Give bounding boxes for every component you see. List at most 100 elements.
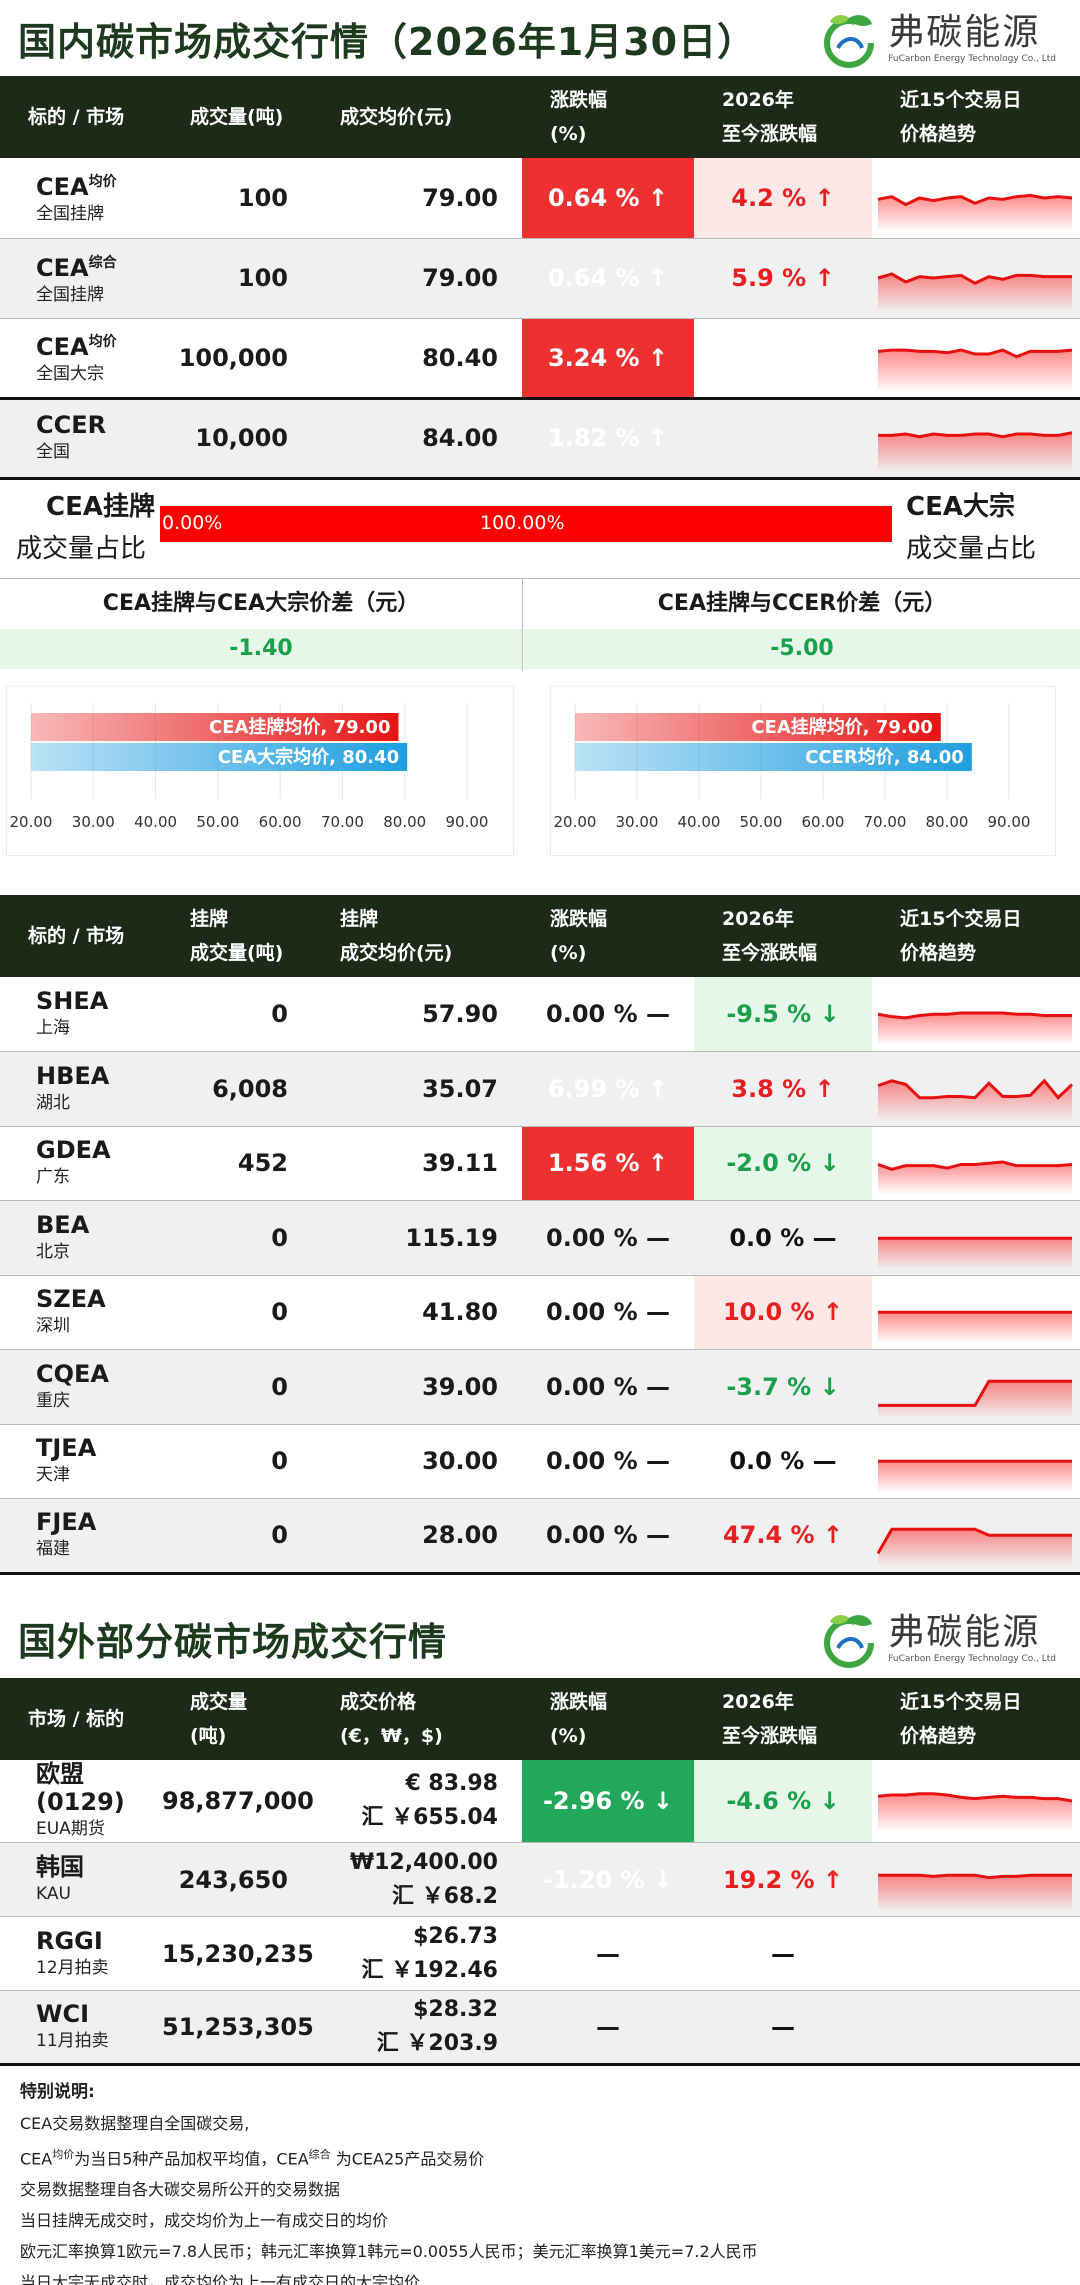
logo-subtitle: FuCarbon Energy Technology Co., Ltd — [888, 1654, 1056, 1664]
change-cell: -1.20 % ↓ — [522, 1842, 694, 1917]
foreign-title: 国外部分碳市场成交行情 — [18, 1619, 448, 1664]
compare-bar — [31, 743, 408, 771]
column-header: 涨跌幅 (%) — [522, 1678, 694, 1760]
trend-area — [878, 432, 1072, 471]
change-cell: 3.24 % ↑ — [522, 318, 694, 400]
tick-label: 80.00 — [926, 813, 969, 831]
price-cell: 39.00 — [312, 1349, 522, 1425]
column-header-line: 标的 / 市场 — [28, 106, 125, 128]
market-name: 全国 — [36, 442, 70, 462]
column-header: 挂牌 成交均价(元) — [312, 895, 522, 977]
table-row: FJEA 福建 0 28.00 0.00 % —47.4 % ↑ — [0, 1498, 1080, 1575]
ytd-change-cell: 10.0 % ↑ — [694, 1275, 872, 1350]
symbol-cell: FJEA 福建 — [0, 1498, 162, 1575]
symbol-cell: CCER 全国 — [0, 398, 162, 480]
notes: 特别说明: CEA交易数据整理自全国碳交易, CEA均价为当日5种产品加权平均值，… — [20, 2076, 758, 2285]
tick-label: 40.00 — [134, 813, 177, 831]
change-cell: 1.56 % ↑ — [522, 1126, 694, 1201]
column-header-line: 2026年 — [722, 1691, 794, 1713]
symbol-name: 欧盟(0129) — [0, 1760, 162, 1816]
price-cell: € 83.98 汇 ￥655.04 — [312, 1760, 522, 1843]
trend-area — [878, 1874, 1072, 1910]
trend-area — [878, 1237, 1072, 1268]
tick-label: 80.00 — [383, 813, 426, 831]
symbol-name: FJEA — [0, 1508, 162, 1536]
volume-cell: 6,008 — [162, 1051, 312, 1127]
note-text: 当日大宗无成交时，成交均价为上一有成交日的大宗均价 — [20, 2273, 421, 2285]
compare-bar — [575, 713, 941, 741]
trend-sparkline — [877, 272, 1072, 311]
change-cell: 0.00 % — — [522, 977, 694, 1052]
column-header-line: 成交价格 — [340, 1691, 417, 1713]
price-value: $28.32 — [413, 1997, 498, 2022]
symbol-code: RGGI — [36, 1926, 103, 1955]
symbol-name: TJEA — [0, 1434, 162, 1462]
market-name: 重庆 — [36, 1390, 70, 1411]
price-rmb: 汇 ￥192.46 — [361, 1957, 498, 1983]
leaf-logo-icon — [818, 8, 880, 70]
trend-cell — [872, 977, 1080, 1052]
trend-area — [878, 1461, 1072, 1492]
table-row: SZEA 深圳 0 41.80 0.00 % —10.0 % ↑ — [0, 1275, 1080, 1350]
change-cell: 0.64 % ↑ — [522, 158, 694, 239]
column-header: 成交量(吨) — [162, 76, 312, 158]
trend-area — [878, 1162, 1072, 1194]
trend-line — [877, 193, 1073, 207]
bar-label: CEA挂牌均价, 79.00 — [751, 716, 932, 738]
symbol-sup: 综合 — [88, 254, 117, 271]
regional-table: 标的 / 市场 挂牌 成交量(吨) 挂牌 成交均价(元) 涨跌幅 (%) 2026年 至今涨跌幅… — [0, 895, 1080, 1575]
ytd-change-cell: 5.9 % ↑ — [694, 238, 872, 319]
volume-cell: 51,253,305 — [162, 1990, 314, 2066]
tick-label: 70.00 — [864, 813, 907, 831]
trend-area — [878, 195, 1072, 231]
ytd-change-cell: 0.0 % — — [694, 1424, 872, 1499]
column-header: 标的 / 市场 — [0, 895, 162, 977]
column-header-line: 成交均价(元) — [340, 106, 453, 128]
trend-sparkline — [877, 1078, 1074, 1119]
column-header-line: 成交均价(元) — [340, 942, 453, 964]
symbol-code: TJEA — [36, 1434, 97, 1463]
trend-area — [878, 1080, 1072, 1119]
symbol-code: CEA — [36, 173, 89, 202]
price-value: € 83.98 — [405, 1771, 498, 1796]
trend-sparkline — [878, 1310, 1072, 1343]
tick-label: 30.00 — [72, 813, 115, 831]
column-header-line: 挂牌 — [190, 908, 229, 930]
column-header-line: 价格趋势 — [900, 1725, 977, 1747]
symbol-code: 韩国 — [36, 1852, 84, 1881]
foreign-table: 市场 / 标的 成交量 (吨) 成交价格 (€，₩，$) 涨跌幅 (%) 2026年 至今涨跌幅… — [0, 1678, 1080, 2066]
column-header-line: (%) — [550, 942, 587, 964]
market-name: 广东 — [36, 1167, 70, 1188]
trend-area — [878, 349, 1072, 391]
volume-cell: 100 — [162, 158, 312, 239]
column-header-line: 价格趋势 — [900, 942, 977, 964]
logo-name: 弗碳能源 — [888, 12, 1041, 53]
trend-sparkline — [878, 431, 1073, 471]
volume-cell: 100 — [162, 238, 312, 319]
tick-label: 30.00 — [616, 813, 659, 831]
spread-title: CEA挂牌与CEA大宗价差（元） — [102, 591, 420, 616]
trend-sparkline — [877, 193, 1073, 231]
bar-label: CEA挂牌均价, 79.00 — [209, 716, 390, 738]
volume-cell: 0 — [162, 1200, 312, 1276]
symbol-cell: RGGI 12月拍卖 — [0, 1916, 162, 1991]
column-header-line: 成交量(吨) — [190, 106, 284, 128]
note-text: 为CEA25产品交易价 — [330, 2149, 485, 2169]
trend-sparkline — [877, 1160, 1073, 1194]
column-header-line: 成交量(吨) — [190, 942, 284, 964]
change-cell: 0.00 % — — [522, 1349, 694, 1425]
spread-value: -1.40 — [0, 629, 522, 669]
symbol-cell: SZEA 深圳 — [0, 1275, 162, 1350]
symbol-code: HBEA — [36, 1061, 110, 1090]
symbol-name: CEA均价 — [0, 328, 162, 361]
symbol-name: CQEA — [0, 1360, 162, 1388]
trend-line — [878, 431, 1073, 439]
market-name: 北京 — [36, 1241, 70, 1262]
table-row: CEA综合 全国挂牌 100 79.00 0.64 % ↑ 5.9 % ↑ — [0, 238, 1080, 319]
table-row: TJEA 天津 0 30.00 0.00 % —0.0 % — — [0, 1424, 1080, 1499]
tick-label: 50.00 — [740, 813, 783, 831]
tick-label: 40.00 — [678, 813, 721, 831]
symbol-cell: 韩国 KAU — [0, 1842, 162, 1917]
note-text: 交易数据整理自各大碳交易所公开的交易数据 — [20, 2180, 341, 2200]
trend-cell — [872, 1990, 1080, 2066]
